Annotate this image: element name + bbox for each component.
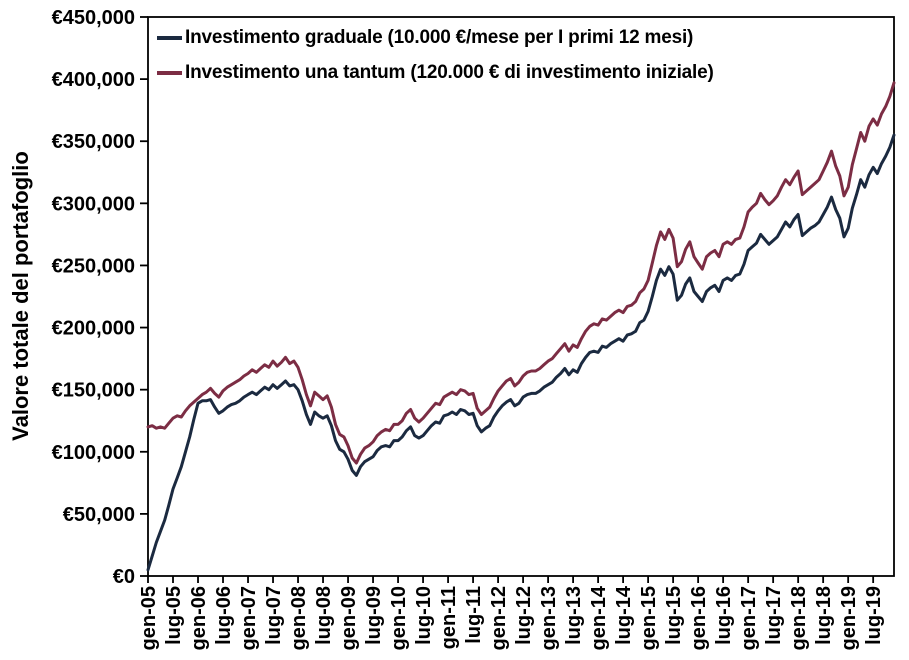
series-line-graduale [146,133,896,572]
x-tick-label: gen-06 [188,586,210,650]
x-tick-label: gen-05 [138,586,160,650]
x-tick-label: gen-09 [338,586,360,650]
x-tick-label: gen-13 [538,586,560,650]
series-line-una-tantum [146,81,896,465]
x-tick-label: gen-17 [738,586,760,650]
y-tick-label: €50,000 [63,504,135,526]
legend: Investimento graduale (10.000 €/mese per… [157,26,714,96]
x-tick-label: lug-08 [313,586,335,645]
x-tick-label: gen-19 [838,586,860,650]
x-tick-label: lug-14 [613,585,635,645]
y-tick-label: €200,000 [52,318,135,340]
x-tick-label: lug-12 [513,586,535,645]
y-tick-label: €450,000 [52,7,135,29]
y-axis-title: Valore totale del portafoglio [8,151,33,441]
y-tick-label: €250,000 [52,255,135,277]
x-tick-label: gen-11 [438,586,460,649]
y-tick-label: €350,000 [52,131,135,153]
x-tick-label: gen-07 [238,586,260,650]
legend-line-icon [157,71,182,75]
x-tick-label: lug-05 [163,586,185,645]
legend-item-una-tantum: Investimento una tantum (120.000 € di in… [157,61,714,85]
x-tick-label: lug-10 [413,586,435,645]
legend-item-graduale: Investimento graduale (10.000 €/mese per… [157,26,714,50]
y-tick-label: €400,000 [52,69,135,91]
x-tick-label: gen-08 [288,586,310,650]
x-tick-label: lug-13 [563,586,585,645]
x-tick-label: lug-11 [463,586,485,644]
legend-label: Investimento una tantum (120.000 € di in… [185,62,714,83]
x-tick-label: gen-14 [588,585,610,650]
y-tick-label: €300,000 [52,193,135,215]
legend-label: Investimento graduale (10.000 €/mese per… [185,27,694,48]
x-tick-label: lug-19 [863,586,885,645]
x-tick-label: lug-15 [663,586,685,645]
plot-border [147,16,895,577]
y-tick-label: €0 [113,566,135,588]
x-tick-label: lug-06 [213,586,235,645]
x-tick-label: gen-15 [638,586,660,650]
y-tick-label: €150,000 [52,380,135,402]
x-tick-label: lug-18 [813,586,835,645]
x-tick-label: lug-09 [363,586,385,645]
x-tick-label: gen-10 [388,586,410,650]
x-tick-label: gen-12 [488,586,510,650]
x-tick-label: lug-16 [713,586,735,645]
x-tick-label: lug-17 [763,586,785,645]
x-tick-label: lug-07 [263,586,285,645]
x-tick-label: gen-16 [688,586,710,650]
legend-line-icon [157,36,182,40]
x-tick-label: gen-18 [788,586,810,650]
y-tick-label: €100,000 [52,442,135,464]
